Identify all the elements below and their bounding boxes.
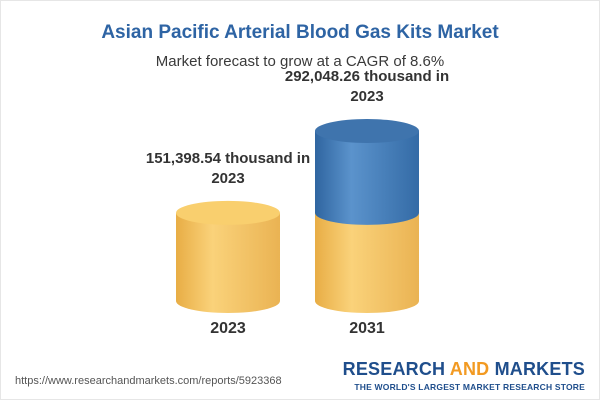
data-label-2023-line2: 2023	[211, 170, 244, 187]
brand-name: RESEARCH AND MARKETS	[342, 359, 585, 379]
bar-2023-body	[176, 212, 280, 313]
data-label-2031-line2: 2023	[350, 88, 383, 105]
chart-title: Asian Pacific Arterial Blood Gas Kits Ma…	[101, 22, 499, 43]
brand-logo: RESEARCH AND MARKETS THE WORLD'S LARGEST…	[343, 359, 585, 392]
chart-subtitle: Market forecast to grow at a CAGR of 8.6…	[155, 53, 445, 70]
bar-2031-base-body	[315, 212, 419, 313]
source-url[interactable]: https://www.researchandmarkets.com/repor…	[15, 375, 282, 387]
bar-2023	[176, 200, 280, 313]
bar-2031-growth-top	[315, 119, 419, 143]
bar-2023-top	[176, 200, 280, 225]
category-label-2031: 2031	[349, 320, 385, 337]
bar-2031-growth-body	[315, 131, 419, 225]
bar-2031-growth	[315, 119, 419, 225]
data-label-2023-line1: 151,398.54 thousand in	[146, 150, 310, 167]
data-label-2031-line1: 292,048.26 thousand in	[285, 68, 449, 85]
category-label-2023: 2023	[210, 320, 246, 337]
brand-tagline: THE WORLD'S LARGEST MARKET RESEARCH STOR…	[354, 382, 585, 392]
